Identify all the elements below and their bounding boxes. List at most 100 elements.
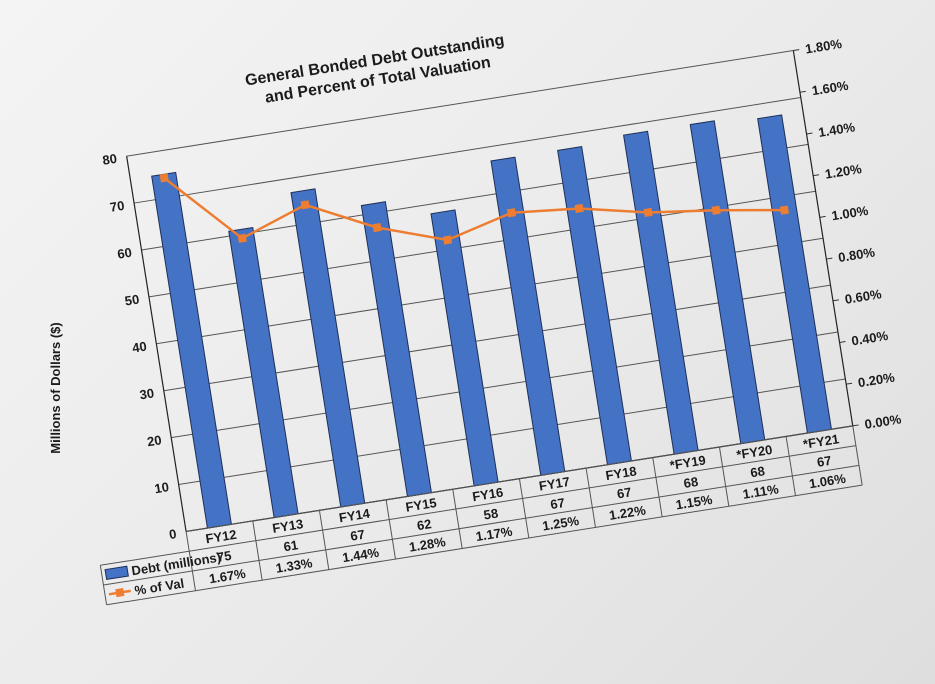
- y2-tick-label: 0.00%: [864, 411, 903, 432]
- y2-tick-label: 1.00%: [831, 203, 870, 224]
- line-point: [159, 173, 169, 183]
- x-tick-label: FY17: [538, 474, 571, 494]
- bar: [623, 130, 699, 455]
- table-rule: [99, 565, 108, 605]
- pct-data-label: 1.33%: [275, 555, 314, 576]
- y2-tick-mark: [852, 424, 859, 427]
- line-point: [372, 223, 382, 233]
- debt-data-label: 58: [483, 506, 500, 523]
- debt-data-label: 67: [816, 453, 833, 470]
- line-point: [779, 205, 790, 215]
- x-tick-label: FY12: [205, 527, 238, 547]
- table-rule: [106, 484, 863, 606]
- y-tick-label: 60: [116, 245, 133, 262]
- x-tick-label: *FY19: [669, 452, 707, 472]
- gridline: [126, 50, 794, 157]
- table-rule: [318, 510, 330, 570]
- bar: [228, 226, 299, 519]
- table-rule: [785, 436, 796, 496]
- pct-data-label: 1.06%: [808, 471, 847, 492]
- y2-tick-label: 1.60%: [811, 78, 850, 99]
- debt-data-label: 75: [216, 548, 233, 565]
- x-tick-label: *FY20: [735, 442, 773, 462]
- y2-axis: [792, 50, 854, 426]
- bar: [151, 171, 232, 529]
- debt-data-label: 68: [749, 463, 766, 480]
- debt-data-label: 62: [416, 516, 433, 533]
- gridline: [133, 96, 801, 204]
- y-tick-label: 50: [124, 292, 141, 309]
- y2-tick-mark: [799, 90, 806, 93]
- pct-data-label: 1.44%: [341, 545, 380, 566]
- x-tick-label: FY16: [471, 484, 504, 504]
- line-point: [643, 207, 653, 218]
- y-tick-label: 0: [168, 526, 177, 542]
- y-tick-label: 70: [109, 198, 126, 215]
- y2-tick-mark: [839, 341, 846, 343]
- table-rule: [385, 499, 396, 560]
- table-rule: [100, 445, 856, 566]
- table-rule: [452, 489, 463, 549]
- line-point: [506, 208, 517, 218]
- table-rule: [252, 520, 263, 581]
- table-rule: [518, 478, 530, 539]
- debt-data-label: 67: [349, 527, 366, 544]
- bar: [757, 114, 833, 434]
- x-tick-label: FY14: [338, 505, 372, 525]
- bar: [430, 209, 499, 487]
- y2-tick-mark: [826, 257, 833, 260]
- y2-tick-mark: [846, 382, 853, 385]
- y-tick-label: 40: [131, 338, 148, 355]
- line-point: [711, 205, 721, 215]
- y2-tick-mark: [813, 174, 820, 177]
- table-rule: [103, 464, 860, 586]
- y2-tick-mark: [832, 299, 839, 302]
- pct-data-label: 1.11%: [742, 481, 780, 502]
- y2-tick-label: 0.60%: [844, 286, 883, 307]
- line-point: [442, 235, 453, 245]
- legend-key-debt: [104, 565, 129, 581]
- x-tick-label: FY15: [405, 495, 438, 515]
- table-rule: [852, 425, 863, 486]
- x-tick-label: FY18: [605, 463, 638, 483]
- table-rule: [652, 457, 663, 517]
- pct-data-label: 1.17%: [475, 523, 514, 544]
- bar: [689, 120, 766, 445]
- series-line: [163, 176, 785, 242]
- pct-data-label: 1.15%: [675, 492, 714, 513]
- debt-data-label: 67: [549, 495, 566, 512]
- x-tick-label: *FY21: [802, 431, 840, 451]
- y2-tick-label: 1.80%: [804, 36, 843, 57]
- debt-data-label: 61: [283, 537, 300, 554]
- debt-data-label: 67: [616, 484, 633, 501]
- pct-data-label: 1.25%: [541, 513, 580, 534]
- y2-tick-label: 0.40%: [850, 328, 889, 349]
- bar: [490, 156, 566, 476]
- line-point: [237, 233, 247, 243]
- bar: [290, 188, 366, 508]
- y-tick-label: 30: [139, 385, 156, 402]
- y-tick-label: 10: [153, 479, 170, 496]
- debt-data-label: 68: [683, 474, 700, 491]
- pct-data-label: 1.22%: [608, 502, 647, 523]
- line-point: [574, 203, 584, 214]
- table-rule: [718, 446, 730, 507]
- y-axis: [126, 156, 187, 532]
- y2-tick-mark: [806, 132, 813, 135]
- y-tick-label: 80: [101, 151, 118, 168]
- x-tick-label: FY13: [271, 516, 304, 536]
- pct-data-label: 1.28%: [408, 534, 447, 555]
- y-tick-label: 20: [146, 432, 163, 449]
- line-point: [300, 200, 310, 210]
- y2-tick-label: 0.80%: [837, 244, 876, 265]
- pct-data-label: 1.67%: [208, 566, 247, 587]
- table-rule: [585, 468, 596, 528]
- y2-tick-label: 0.20%: [857, 370, 896, 391]
- bar: [557, 146, 633, 466]
- bar: [360, 201, 433, 497]
- y2-tick-mark: [793, 49, 800, 52]
- table-rule: [185, 531, 196, 591]
- y2-tick-label: 1.40%: [817, 119, 856, 140]
